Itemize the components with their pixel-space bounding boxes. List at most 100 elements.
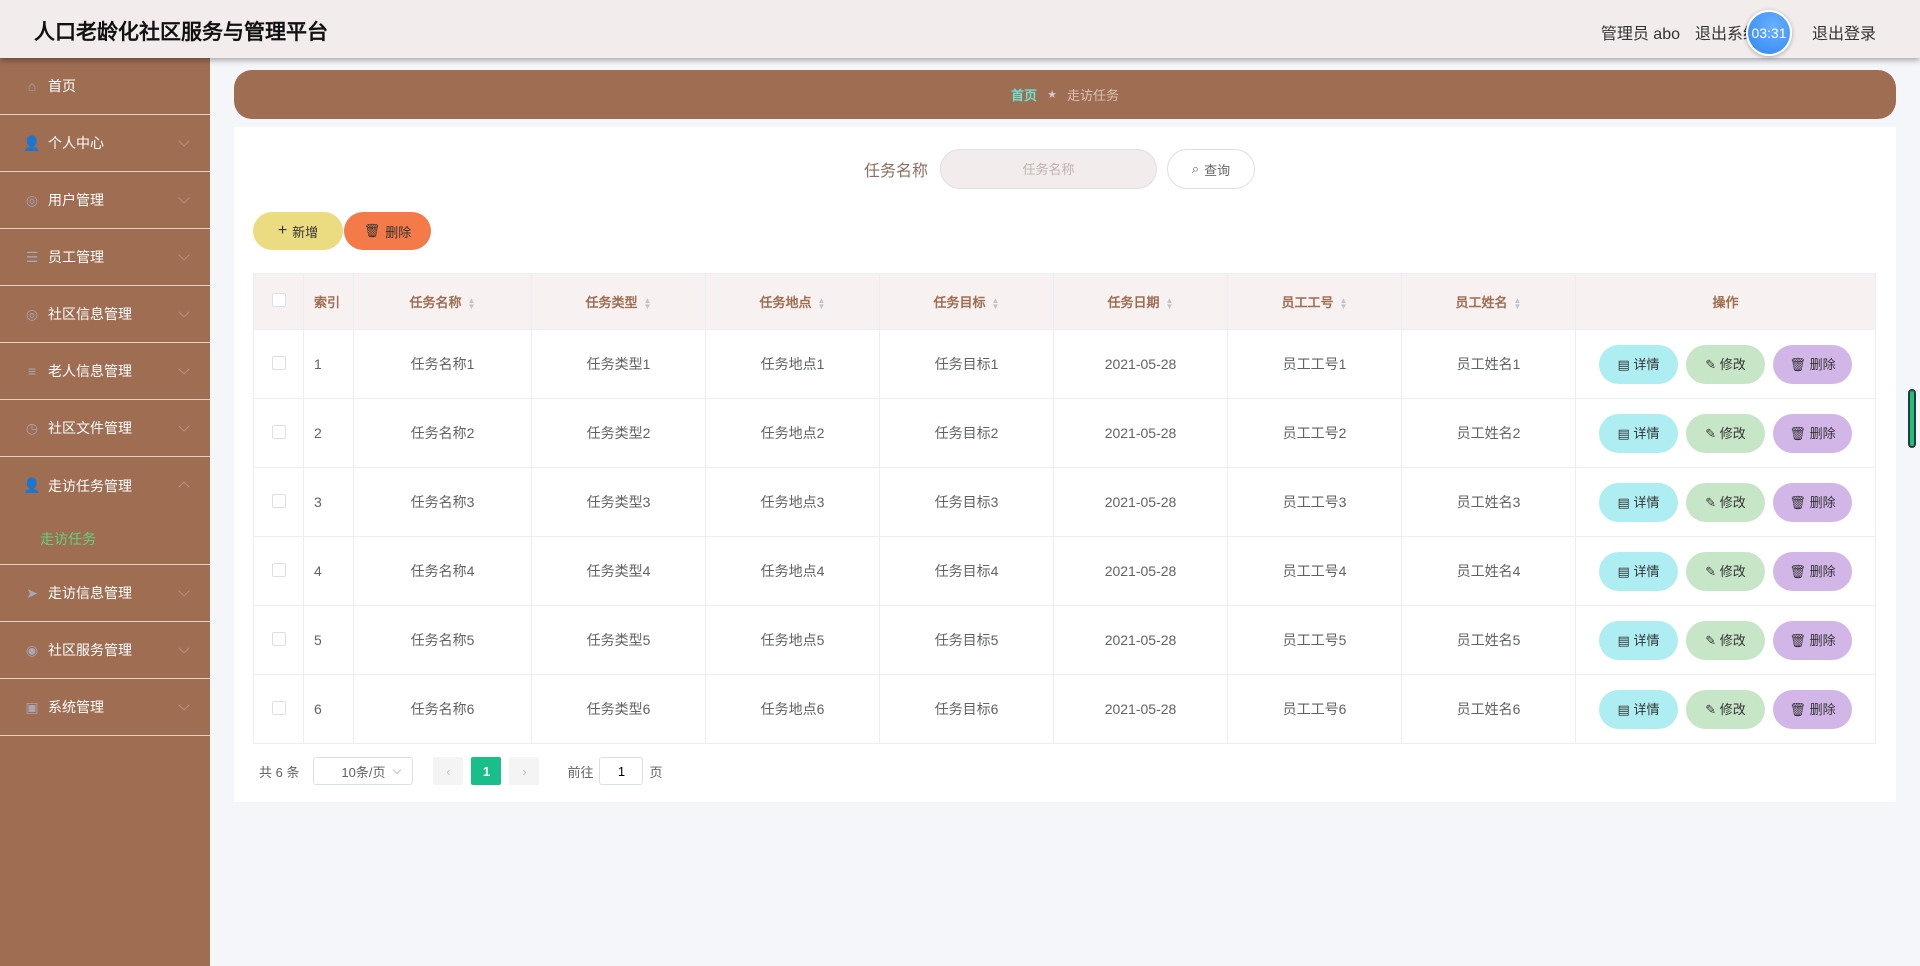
search-label: 任务名称 [864, 163, 929, 180]
sort-icon[interactable]: ▲ ▼ [1339, 295, 1348, 311]
sidebar-item-8[interactable]: ➤ 走访信息管理 [0, 565, 210, 622]
detail-button[interactable]: ▤ 详情 [1599, 620, 1678, 660]
prev-page-button[interactable]: ‹ [433, 757, 464, 785]
detail-label: 详情 [1633, 563, 1660, 579]
pencil-icon: ✎ [1705, 701, 1717, 717]
add-button[interactable]: + 新增 [253, 212, 343, 250]
breadcrumb-home[interactable]: 首页 [1011, 88, 1038, 103]
delete-button[interactable]: 🗑 删除 [344, 212, 431, 250]
row-checkbox[interactable] [271, 700, 286, 715]
row-select-cell [253, 674, 304, 744]
detail-button[interactable]: ▤ 详情 [1599, 482, 1678, 522]
next-page-button[interactable]: › [509, 757, 540, 785]
sidebar-item-4[interactable]: ◎ 社区信息管理 [0, 286, 210, 343]
table-cell: 任务目标6 [879, 674, 1054, 744]
table-cell: 任务目标5 [879, 605, 1054, 675]
sidebar-item-0[interactable]: ⌂ 首页 [0, 58, 210, 115]
row-checkbox[interactable] [271, 562, 286, 577]
logout-link[interactable]: 退出登录 [1811, 26, 1876, 43]
row-delete-button[interactable]: 🗑 删除 [1773, 482, 1852, 522]
column-header[interactable]: 任务日期 ▲ ▼ [1053, 273, 1228, 330]
column-label: 任务目标 [933, 295, 986, 310]
table-cell: 6 [303, 674, 354, 744]
sidebar-item-5[interactable]: ≡ 老人信息管理 [0, 343, 210, 400]
row-delete-button[interactable]: 🗑 删除 [1773, 413, 1852, 453]
column-header[interactable]: 任务地点 ▲ ▼ [705, 273, 880, 330]
row-checkbox[interactable] [271, 355, 286, 370]
sidebar: ⌂ 首页 👤 个人中心 ◎ 用户管理 ☰ 员工管理 ◎ 社区信息管理 ≡ 老人信息管理 ◷ 社区文件管理 👤… [0, 58, 210, 966]
sidebar-item-9[interactable]: ◉ 社区服务管理 [0, 622, 210, 679]
table-cell: 任务目标1 [879, 329, 1054, 399]
sort-icon[interactable]: ▲ ▼ [1513, 295, 1522, 311]
actions-cell: ▤ 详情 ✎ 修改 🗑 删除 [1575, 605, 1876, 675]
column-header[interactable]: 任务类型 ▲ ▼ [531, 273, 706, 330]
actions-cell: ▤ 详情 ✎ 修改 🗑 删除 [1575, 398, 1876, 468]
edit-button[interactable]: ✎ 修改 [1686, 620, 1765, 660]
page-size-select[interactable]: 10条/页 [313, 757, 414, 785]
sidebar-item-10[interactable]: ▣ 系统管理 [0, 679, 210, 736]
row-delete-button[interactable]: 🗑 删除 [1773, 551, 1852, 591]
sidebar-item-6[interactable]: ◷ 社区文件管理 [0, 400, 210, 457]
edit-button[interactable]: ✎ 修改 [1686, 344, 1765, 384]
pencil-icon: ✎ [1705, 632, 1717, 648]
timer-badge[interactable]: 03:31 [1746, 10, 1792, 56]
plus-icon: + [277, 222, 288, 239]
delete-label: 删除 [385, 224, 412, 240]
table-cell: 员工姓名4 [1401, 536, 1576, 606]
table-cell: 5 [303, 605, 354, 675]
column-header[interactable]: 任务目标 ▲ ▼ [879, 273, 1054, 330]
sort-icon[interactable]: ▲ ▼ [643, 295, 652, 311]
page-1-button[interactable]: 1 [471, 757, 502, 785]
sidebar-item-label: 老人信息管理 [48, 363, 132, 379]
detail-button[interactable]: ▤ 详情 [1599, 413, 1678, 453]
sidebar-item-label: 个人中心 [48, 135, 104, 151]
column-header: 操作 [1575, 273, 1876, 330]
sidebar-item-1[interactable]: 👤 个人中心 [0, 115, 210, 172]
task-name-input[interactable] [940, 149, 1158, 189]
compass-icon: ◎ [25, 191, 39, 208]
sidebar-item-7[interactable]: 👤 走访任务管理 [0, 457, 210, 514]
table-cell: 员工姓名6 [1401, 674, 1576, 744]
table-cell: 2021-05-28 [1053, 605, 1228, 675]
sidebar-item-label: 走访信息管理 [48, 585, 132, 601]
sidebar-item-2[interactable]: ◎ 用户管理 [0, 172, 210, 229]
row-checkbox[interactable] [271, 493, 286, 508]
column-header[interactable]: 任务名称 ▲ ▼ [353, 273, 532, 330]
column-header[interactable]: 员工工号 ▲ ▼ [1227, 273, 1402, 330]
table-row: 3 任务名称3 任务类型3 任务地点3 任务目标3 2021-05-28 员工工号3 员工姓名… [253, 467, 1876, 537]
row-delete-label: 删除 [1809, 563, 1836, 579]
table-row: 4 任务名称4 任务类型4 任务地点4 任务目标4 2021-05-28 员工工号4 员工姓名… [253, 536, 1876, 606]
detail-label: 详情 [1633, 701, 1660, 717]
row-delete-button[interactable]: 🗑 删除 [1773, 689, 1852, 729]
table-cell: 任务名称4 [353, 536, 532, 606]
sort-icon[interactable]: ▲ ▼ [817, 295, 826, 311]
sidebar-item-3[interactable]: ☰ 员工管理 [0, 229, 210, 286]
column-label: 任务名称 [409, 295, 462, 310]
table-cell: 2021-05-28 [1053, 467, 1228, 537]
row-delete-button[interactable]: 🗑 删除 [1773, 344, 1852, 384]
goto-page-input[interactable] [599, 757, 644, 785]
column-header[interactable]: 员工姓名 ▲ ▼ [1401, 273, 1576, 330]
edit-button[interactable]: ✎ 修改 [1686, 551, 1765, 591]
sort-icon[interactable]: ▲ ▼ [1165, 295, 1174, 311]
row-delete-button[interactable]: 🗑 删除 [1773, 620, 1852, 660]
column-label: 索引 [314, 295, 341, 310]
row-checkbox[interactable] [271, 424, 286, 439]
select-all-checkbox[interactable] [271, 293, 286, 307]
sort-icon[interactable]: ▲ ▼ [467, 295, 476, 311]
exit-system-link[interactable]: 退出系统 [1695, 26, 1755, 43]
detail-button[interactable]: ▤ 详情 [1599, 689, 1678, 729]
detail-button[interactable]: ▤ 详情 [1599, 344, 1678, 384]
column-label: 员工工号 [1281, 295, 1334, 310]
row-checkbox[interactable] [271, 631, 286, 646]
sort-icon[interactable]: ▲ ▼ [991, 295, 1000, 311]
table-cell: 任务类型3 [531, 467, 706, 537]
scrollbar-thumb[interactable] [1908, 389, 1916, 448]
edit-button[interactable]: ✎ 修改 [1686, 689, 1765, 729]
sidebar-subitem[interactable]: 走访任务 [40, 531, 96, 547]
detail-button[interactable]: ▤ 详情 [1599, 551, 1678, 591]
trash-icon: 🗑 [363, 223, 381, 238]
edit-button[interactable]: ✎ 修改 [1686, 482, 1765, 522]
edit-button[interactable]: ✎ 修改 [1686, 413, 1765, 453]
query-button[interactable]: ⌕ 查询 [1167, 149, 1256, 189]
